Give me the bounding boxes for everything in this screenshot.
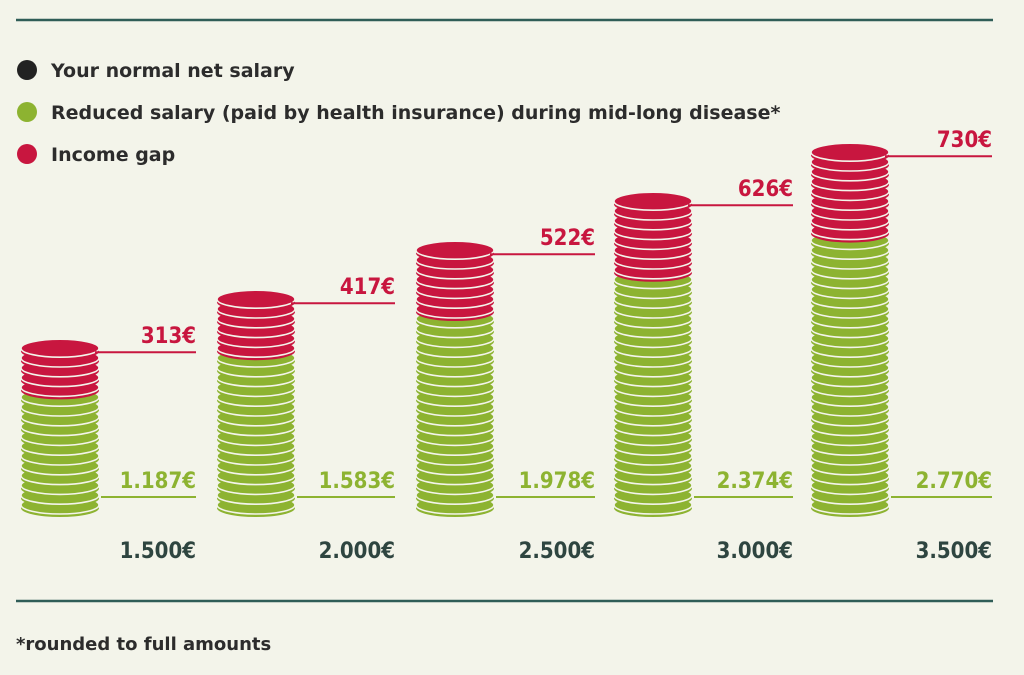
coin-stacks xyxy=(20,142,890,517)
reduced-value-label: 1.978€ xyxy=(519,469,595,494)
gap-coin xyxy=(216,289,296,312)
coin-stack-4 xyxy=(613,191,693,517)
total-salary-label: 3.500€ xyxy=(916,539,992,564)
gap-value-label: 522€ xyxy=(540,226,595,251)
reduced-value-label: 2.374€ xyxy=(717,469,793,494)
total-salary-label: 2.500€ xyxy=(519,539,595,564)
legend: Your normal net salary Reduced salary (p… xyxy=(17,60,780,166)
gap-value-label: 730€ xyxy=(937,128,992,153)
legend-dot-reduced xyxy=(17,102,37,122)
coin-stack-3 xyxy=(415,240,495,517)
total-salary-label: 2.000€ xyxy=(319,539,395,564)
total-salary-label: 3.000€ xyxy=(717,539,793,564)
legend-dot-normal xyxy=(17,60,37,80)
gap-value-label: 626€ xyxy=(738,177,793,202)
reduced-value-label: 2.770€ xyxy=(916,469,992,494)
coin-stack-1 xyxy=(20,338,100,517)
reduced-value-label: 1.187€ xyxy=(120,469,196,494)
legend-item-reduced: Reduced salary (paid by health insurance… xyxy=(17,102,780,124)
value-labels: 313€ 1.187€ 1.500€ 417€ 1.583€ 2.000€ 522€ 1.97… xyxy=(95,128,992,564)
legend-label-normal: Your normal net salary xyxy=(50,60,295,82)
coin-stack-2 xyxy=(216,289,296,517)
gap-coin xyxy=(810,142,890,165)
gap-coin xyxy=(415,240,495,263)
gap-coin xyxy=(613,191,693,214)
gap-value-label: 417€ xyxy=(340,275,395,300)
legend-dot-gap xyxy=(17,144,37,164)
total-salary-label: 1.500€ xyxy=(120,539,196,564)
reduced-value-label: 1.583€ xyxy=(319,469,395,494)
footnote: *rounded to full amounts xyxy=(16,634,271,655)
legend-label-gap: Income gap xyxy=(51,144,175,166)
legend-label-reduced: Reduced salary (paid by health insurance… xyxy=(51,102,780,124)
legend-item-normal: Your normal net salary xyxy=(17,60,295,82)
gap-value-label: 313€ xyxy=(141,324,196,349)
coin-stack-5 xyxy=(810,142,890,517)
gap-coin xyxy=(20,338,100,361)
legend-item-gap: Income gap xyxy=(17,144,175,166)
